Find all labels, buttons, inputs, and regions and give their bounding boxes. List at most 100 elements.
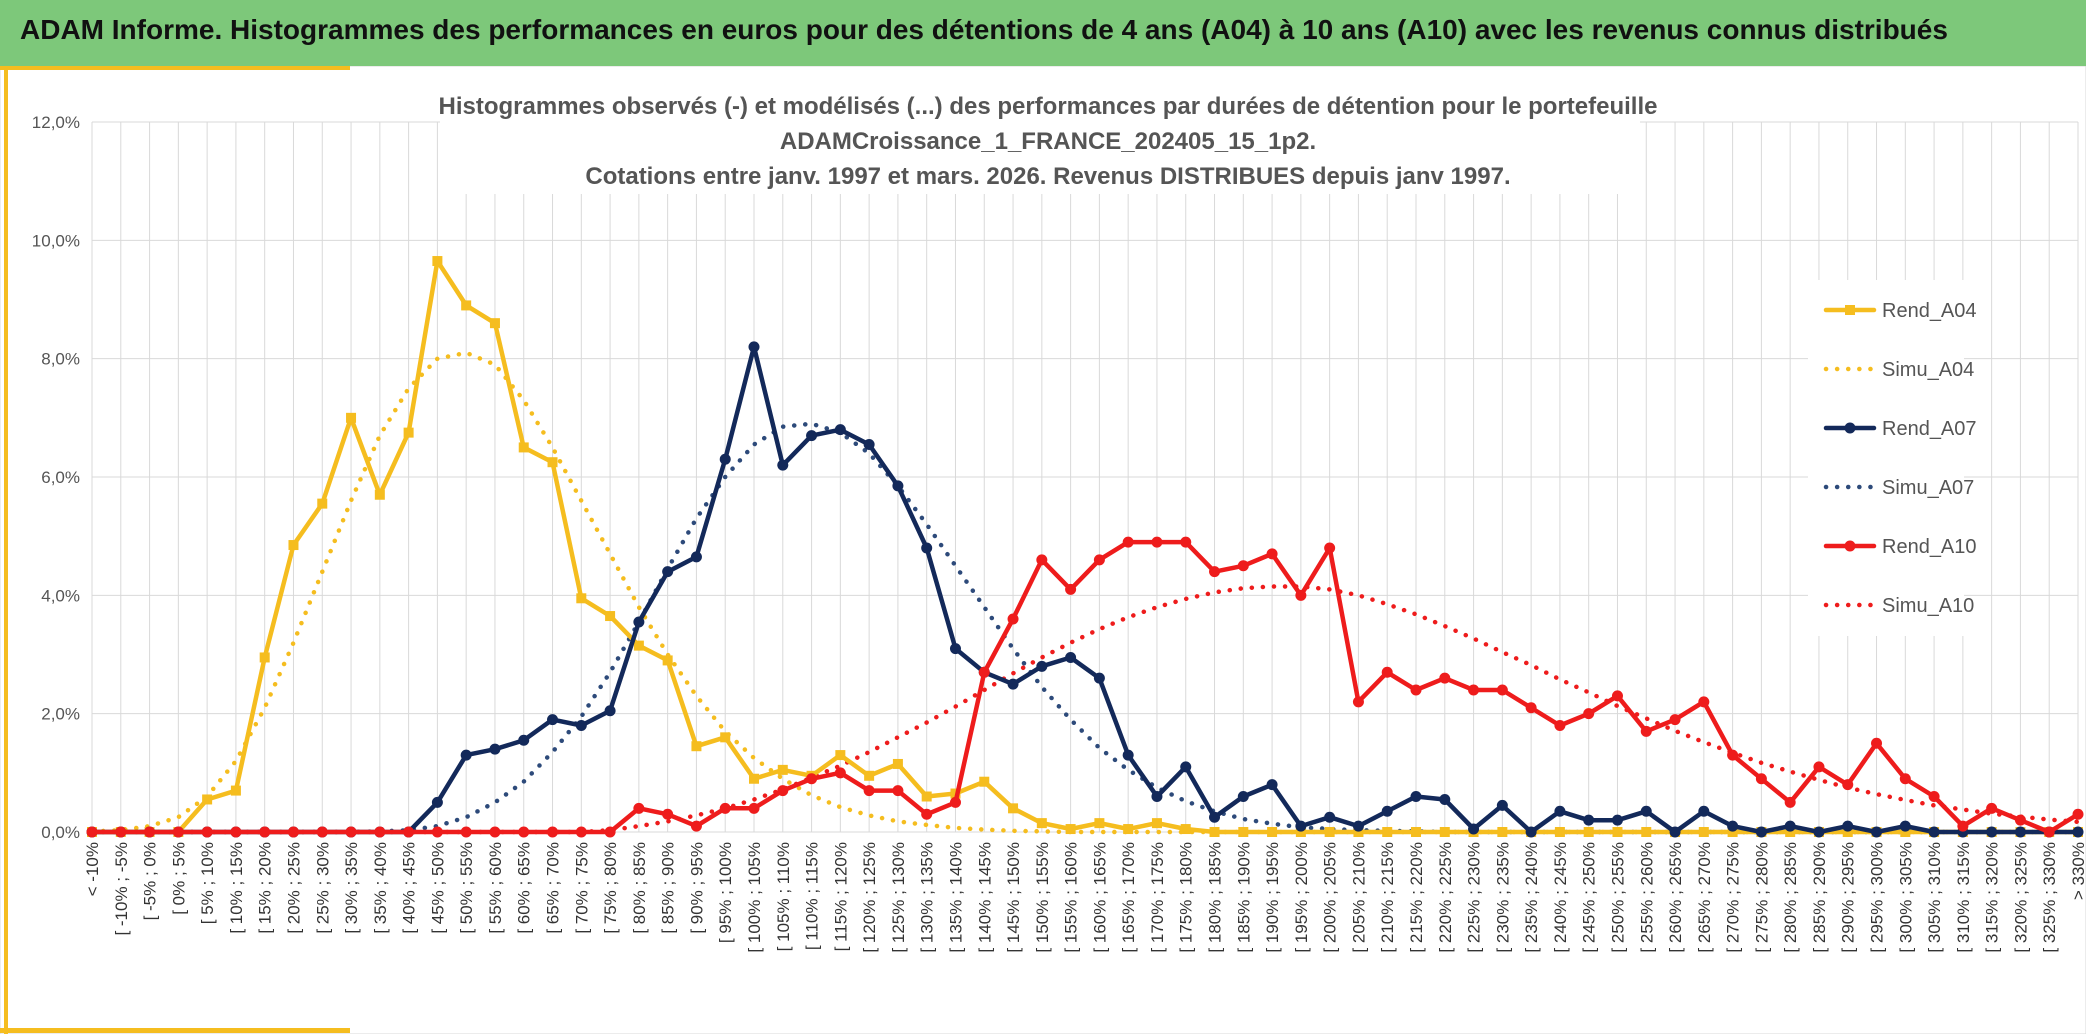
data-point-rend-a07 bbox=[1813, 826, 1825, 838]
data-point-rend-a10 bbox=[1727, 749, 1739, 761]
data-point-rend-a10 bbox=[1525, 702, 1537, 714]
data-point-rend-a10 bbox=[201, 826, 213, 838]
x-tick-label: [ 95% ; 100% bbox=[716, 842, 735, 943]
data-point-rend-a10 bbox=[1036, 554, 1048, 566]
data-point-rend-a10 bbox=[115, 826, 127, 838]
data-point-rend-a07 bbox=[949, 643, 961, 655]
x-tick-label: [ 35% ; 40% bbox=[371, 842, 390, 934]
data-point-rend-a04 bbox=[1036, 818, 1047, 829]
data-point-rend-a10 bbox=[1439, 672, 1451, 684]
x-tick-label: [ 215% ; 220% bbox=[1407, 842, 1426, 953]
data-point-rend-a04 bbox=[749, 773, 759, 784]
data-point-rend-a04 bbox=[892, 758, 903, 769]
data-point-rend-a04 bbox=[1842, 827, 1853, 837]
data-point-rend-a10 bbox=[892, 785, 904, 797]
data-point-rend-a04 bbox=[1065, 824, 1076, 835]
data-point-rend-a10 bbox=[1611, 690, 1623, 702]
data-point-rend-a04 bbox=[1209, 827, 1220, 837]
data-point-rend-a10 bbox=[547, 826, 559, 838]
data-point-rend-a10 bbox=[1007, 613, 1019, 625]
data-point-rend-a07 bbox=[892, 480, 904, 492]
x-tick-label: [ 315% ; 320% bbox=[1983, 842, 2002, 953]
data-point-rend-a04 bbox=[1238, 827, 1249, 837]
data-point-rend-a07 bbox=[1640, 805, 1652, 817]
data-point-rend-a07 bbox=[1986, 826, 1998, 838]
x-tick-label: [ 270% ; 275% bbox=[1724, 842, 1743, 953]
data-point-rend-a10 bbox=[1842, 779, 1854, 791]
data-point-rend-a07 bbox=[1583, 814, 1595, 826]
x-tick-label: [ 130% ; 135% bbox=[918, 842, 937, 953]
x-tick-label: [ 40% ; 45% bbox=[400, 842, 419, 934]
x-tick-label: [ 100% ; 105% bbox=[745, 842, 764, 953]
data-point-rend-a10 bbox=[1381, 666, 1393, 678]
data-point-rend-a10 bbox=[431, 826, 443, 838]
data-point-rend-a10 bbox=[259, 826, 271, 838]
data-point-rend-a07 bbox=[1525, 826, 1537, 838]
data-point-rend-a04 bbox=[1900, 827, 1911, 837]
x-tick-label: [ 160% ; 165% bbox=[1090, 842, 1109, 953]
data-point-rend-a04 bbox=[720, 732, 731, 743]
data-point-rend-a10 bbox=[748, 802, 760, 814]
data-point-rend-a07 bbox=[518, 734, 530, 746]
x-tick-label: [ 205% ; 210% bbox=[1349, 842, 1368, 953]
x-tick-label: [ 45% ; 50% bbox=[428, 842, 447, 934]
series-line-rend-a04 bbox=[89, 258, 2081, 835]
y-tick-label: 4,0% bbox=[41, 586, 80, 605]
data-point-rend-a07 bbox=[863, 438, 875, 450]
x-tick-label: [ 25% ; 30% bbox=[313, 842, 332, 934]
data-point-rend-a10 bbox=[1065, 583, 1077, 595]
data-point-rend-a10 bbox=[403, 826, 415, 838]
data-point-rend-a04 bbox=[921, 791, 932, 802]
data-point-rend-a10 bbox=[1410, 684, 1422, 696]
data-point-rend-a07 bbox=[1496, 799, 1508, 811]
chart-title-line-2: ADAMCroissance_1_FRANCE_202405_15_1p2. bbox=[780, 128, 1316, 155]
data-point-rend-a04 bbox=[1151, 818, 1162, 829]
data-point-rend-a04 bbox=[1382, 827, 1393, 837]
x-tick-label: [ 220% ; 225% bbox=[1436, 842, 1455, 953]
data-point-rend-a07 bbox=[719, 453, 731, 465]
data-point-rend-a04 bbox=[1698, 827, 1709, 837]
series-line-rend-a10 bbox=[89, 539, 2081, 835]
x-tick-label: [ 90% ; 95% bbox=[687, 842, 706, 934]
data-point-rend-a10 bbox=[1928, 791, 1940, 802]
data-point-rend-a04 bbox=[1411, 827, 1421, 837]
x-tick-label: [ 255% ; 260% bbox=[1637, 842, 1656, 953]
data-point-rend-a07 bbox=[1871, 826, 1883, 838]
x-tick-label: [ 240% ; 245% bbox=[1551, 842, 1570, 953]
x-tick-label: < -10% bbox=[83, 842, 102, 896]
data-point-rend-a07 bbox=[489, 743, 501, 755]
data-point-rend-a04 bbox=[1554, 827, 1565, 837]
x-tick-label: [ 85% ; 90% bbox=[659, 842, 678, 934]
data-point-rend-a10 bbox=[1324, 542, 1336, 554]
data-point-rend-a10 bbox=[1755, 773, 1767, 785]
data-point-rend-a07 bbox=[604, 705, 616, 717]
x-tick-label: [ 10% ; 15% bbox=[227, 842, 246, 934]
x-tick-label: [ 325% ; 330% bbox=[2040, 842, 2059, 953]
legend-label-rend-a07: Rend_A07 bbox=[1882, 418, 1977, 440]
data-point-rend-a10 bbox=[1899, 773, 1911, 785]
data-point-rend-a04 bbox=[1727, 827, 1738, 837]
data-point-rend-a07 bbox=[777, 459, 789, 471]
data-point-rend-a04 bbox=[1641, 827, 1652, 837]
x-tick-label: [ 170% ; 175% bbox=[1148, 842, 1167, 953]
data-point-rend-a10 bbox=[633, 802, 645, 814]
data-point-rend-a07 bbox=[1669, 826, 1681, 838]
legend-label-simu-a04: Simu_A04 bbox=[1882, 359, 1974, 381]
data-point-rend-a10 bbox=[1180, 536, 1192, 548]
data-point-rend-a10 bbox=[460, 826, 472, 838]
data-point-rend-a10 bbox=[921, 808, 933, 820]
data-point-rend-a07 bbox=[1784, 820, 1796, 832]
data-point-rend-a10 bbox=[1237, 560, 1249, 572]
data-point-rend-a10 bbox=[1266, 548, 1278, 560]
x-tick-label: [ 30% ; 35% bbox=[342, 842, 361, 934]
x-tick-label: > 330% bbox=[2069, 842, 2086, 900]
data-point-rend-a10 bbox=[172, 826, 184, 838]
x-tick-label: [ -5% ; 0% bbox=[141, 842, 160, 920]
x-tick-label: [ 300% ; 305% bbox=[1896, 842, 1915, 953]
data-point-rend-a10 bbox=[1957, 820, 1969, 832]
x-tick-label: [ 0% ; 5% bbox=[169, 842, 188, 915]
legend-box bbox=[1808, 280, 1964, 636]
data-point-rend-a04 bbox=[1295, 827, 1306, 837]
data-point-rend-a04 bbox=[1439, 827, 1450, 837]
data-point-rend-a04 bbox=[346, 412, 357, 423]
